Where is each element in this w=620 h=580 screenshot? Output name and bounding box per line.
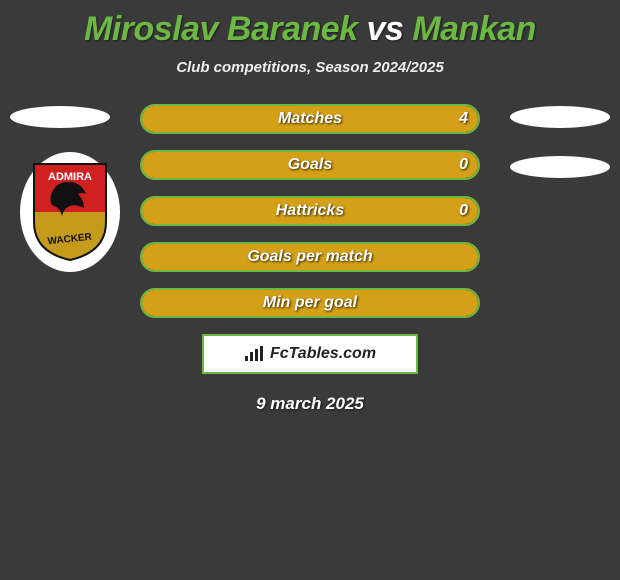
title-vs: vs bbox=[367, 10, 404, 48]
bar-value-right: 4 bbox=[459, 106, 468, 132]
club-badge: ADMIRA WACKER bbox=[20, 152, 120, 272]
stat-bar-row: Min per goal bbox=[140, 288, 480, 318]
svg-text:ADMIRA: ADMIRA bbox=[48, 171, 92, 183]
stat-bars: Matches4Goals0Hattricks0Goals per matchM… bbox=[140, 104, 480, 318]
stat-bar-row: Goals per match bbox=[140, 242, 480, 272]
subtitle: Club competitions, Season 2024/2025 bbox=[0, 59, 620, 76]
bar-label: Min per goal bbox=[142, 290, 478, 316]
bar-label: Hattricks bbox=[142, 198, 478, 224]
bar-label: Goals per match bbox=[142, 244, 478, 270]
snapshot-date: 9 march 2025 bbox=[0, 394, 620, 414]
stat-bar-row: Goals0 bbox=[140, 150, 480, 180]
stat-bar-row: Matches4 bbox=[140, 104, 480, 134]
comparison-title: Miroslav Baranek vs Mankan bbox=[0, 0, 620, 49]
bar-label: Matches bbox=[142, 106, 478, 132]
right-avatar-placeholder-2 bbox=[510, 156, 610, 178]
comparison-content: ADMIRA WACKER Matches4Goals0Hattricks0Go… bbox=[0, 104, 620, 414]
brand-footer: FcTables.com bbox=[202, 334, 418, 374]
bars-icon bbox=[244, 346, 264, 362]
club-badge-svg: ADMIRA WACKER bbox=[32, 162, 108, 262]
stat-bar-row: Hattricks0 bbox=[140, 196, 480, 226]
right-avatar-placeholder-1 bbox=[510, 106, 610, 128]
bar-label: Goals bbox=[142, 152, 478, 178]
title-player1: Miroslav Baranek bbox=[84, 10, 358, 48]
left-avatar-placeholder bbox=[10, 106, 110, 128]
bar-value-right: 0 bbox=[459, 198, 468, 224]
brand-text: FcTables.com bbox=[270, 345, 376, 363]
bar-value-right: 0 bbox=[459, 152, 468, 178]
title-player2: Mankan bbox=[412, 10, 536, 48]
